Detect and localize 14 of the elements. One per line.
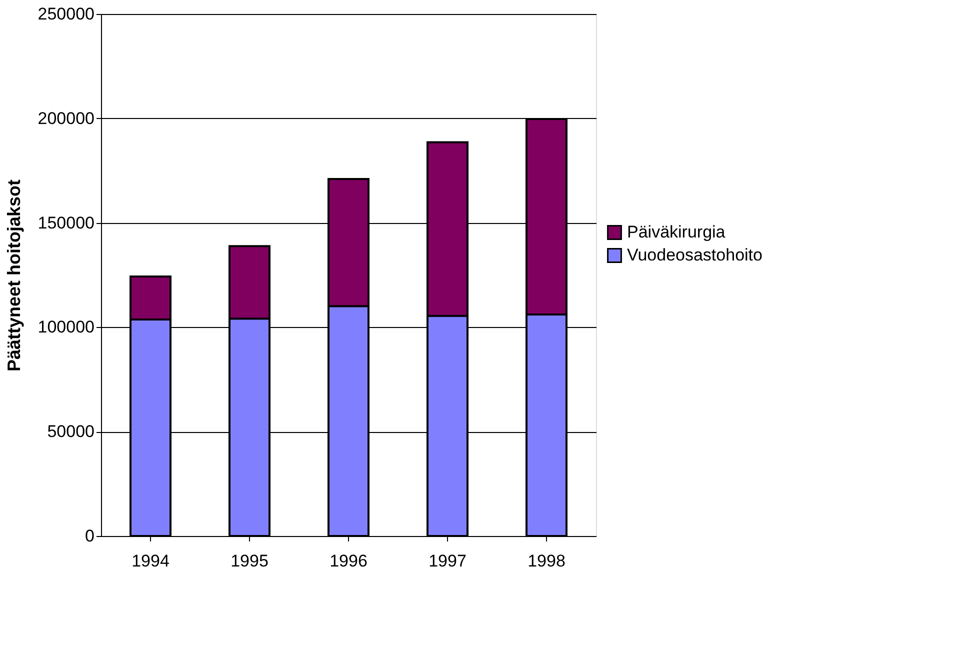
x-tick-label: 1995 xyxy=(230,552,268,570)
y-axis-title: Päättyneet hoitojaksot xyxy=(4,179,24,372)
y-tick-label: 200000 xyxy=(38,108,94,128)
y-tick-label: 50000 xyxy=(47,422,94,442)
x-tick-label: 1997 xyxy=(428,552,466,570)
legend-label: Vuodeosastohoito xyxy=(627,246,762,264)
legend-label: Päiväkirurgia xyxy=(627,222,726,242)
x-tick-label: 1998 xyxy=(528,552,566,570)
y-tick-label: 150000 xyxy=(38,213,94,232)
y-tick-label: 0 xyxy=(85,526,94,546)
y-tick-label: 250000 xyxy=(38,4,94,24)
y-tick-label: 100000 xyxy=(38,318,94,337)
x-tick-label: 1994 xyxy=(132,552,170,570)
x-tick-label: 1996 xyxy=(330,552,368,570)
